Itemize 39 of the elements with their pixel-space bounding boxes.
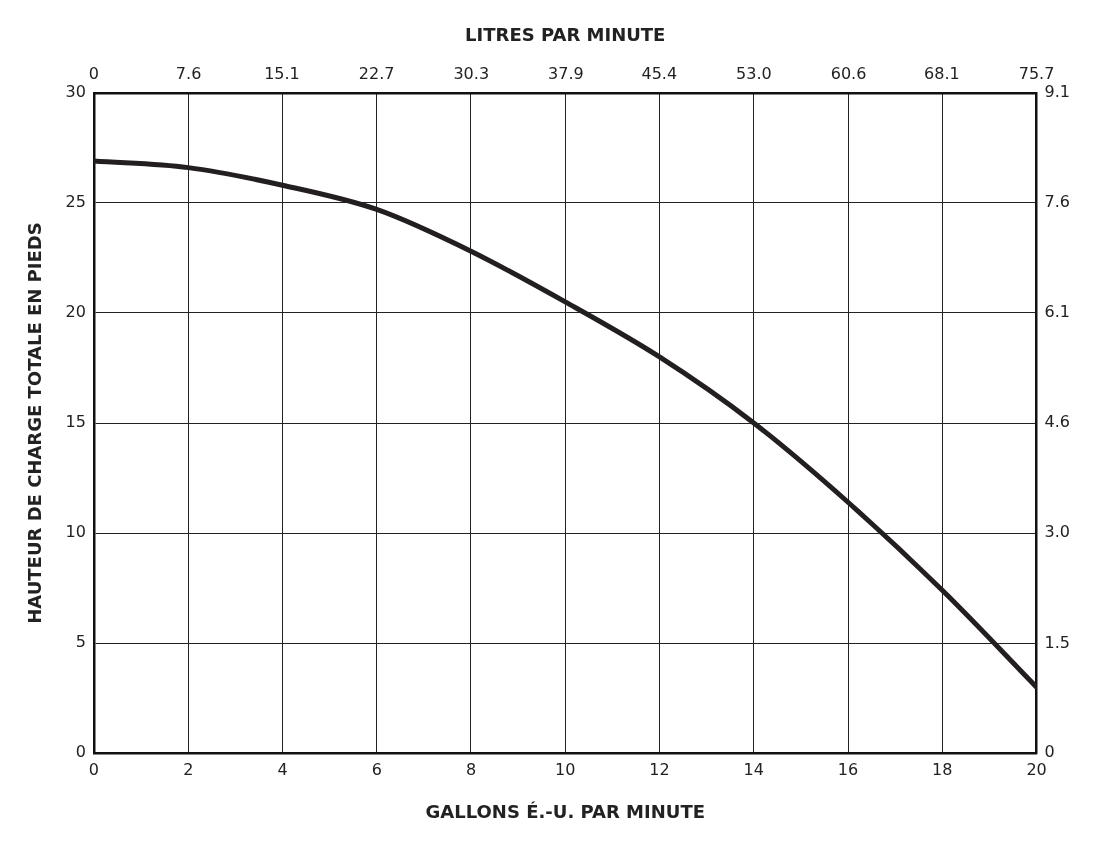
y2-tick-label: 7.6: [1044, 191, 1071, 211]
y-tick-label: 10: [65, 522, 86, 542]
x2-tick-label: 53.0: [736, 64, 772, 84]
x-tick-label: 8: [465, 759, 477, 779]
y2-tick-label: 6.1: [1044, 301, 1071, 321]
y-tick-label: 20: [65, 302, 86, 322]
x-axis-title: GALLONS É.-U. PAR MINUTE: [425, 800, 705, 822]
x-tick-label: 2: [183, 759, 194, 779]
x-tick-label: 14: [743, 759, 764, 779]
x2-tick-label: 75.7: [1018, 64, 1055, 84]
y2-tick-label: 1.5: [1044, 632, 1071, 652]
x2-tick-label: 15.1: [264, 64, 300, 84]
x-tick-label: 12: [649, 759, 670, 779]
y-tick-label: 25: [65, 192, 86, 212]
y2-tick-label: 4.6: [1044, 412, 1071, 432]
x-tick-label: 6: [371, 759, 382, 779]
y-tick-label: 30: [65, 81, 86, 101]
x2-axis-title: LITRES PAR MINUTE: [465, 24, 666, 46]
y-tick-label: 15: [65, 412, 86, 432]
x2-tick-label: 37.9: [548, 64, 584, 84]
x-tick-label: 0: [88, 759, 100, 779]
x-tick-label: 16: [837, 759, 859, 779]
x2-tick-label: 0: [88, 64, 100, 84]
x2-tick-label: 7.6: [175, 64, 202, 84]
x2-tick-label: 68.1: [924, 64, 960, 84]
y-tick-label: 5: [75, 632, 86, 652]
y-tick-label: 0: [75, 742, 86, 762]
x-tick-label: 20: [1026, 759, 1047, 779]
y2-tick-label: 0: [1044, 742, 1055, 762]
x2-tick-label: 45.4: [641, 64, 678, 84]
y2-tick-label: 9.1: [1044, 81, 1071, 101]
x-tick-label: 4: [277, 759, 288, 779]
x-tick-label: 10: [555, 759, 576, 779]
y-axis-title: HAUTEUR DE CHARGE TOTALE EN PIEDS: [24, 222, 46, 624]
x2-tick-label: 22.7: [358, 64, 395, 84]
x2-tick-label: 30.3: [453, 64, 490, 84]
y2-tick-label: 3.0: [1044, 521, 1071, 541]
x2-tick-label: 60.6: [830, 64, 867, 84]
x-tick-label: 18: [932, 759, 953, 779]
